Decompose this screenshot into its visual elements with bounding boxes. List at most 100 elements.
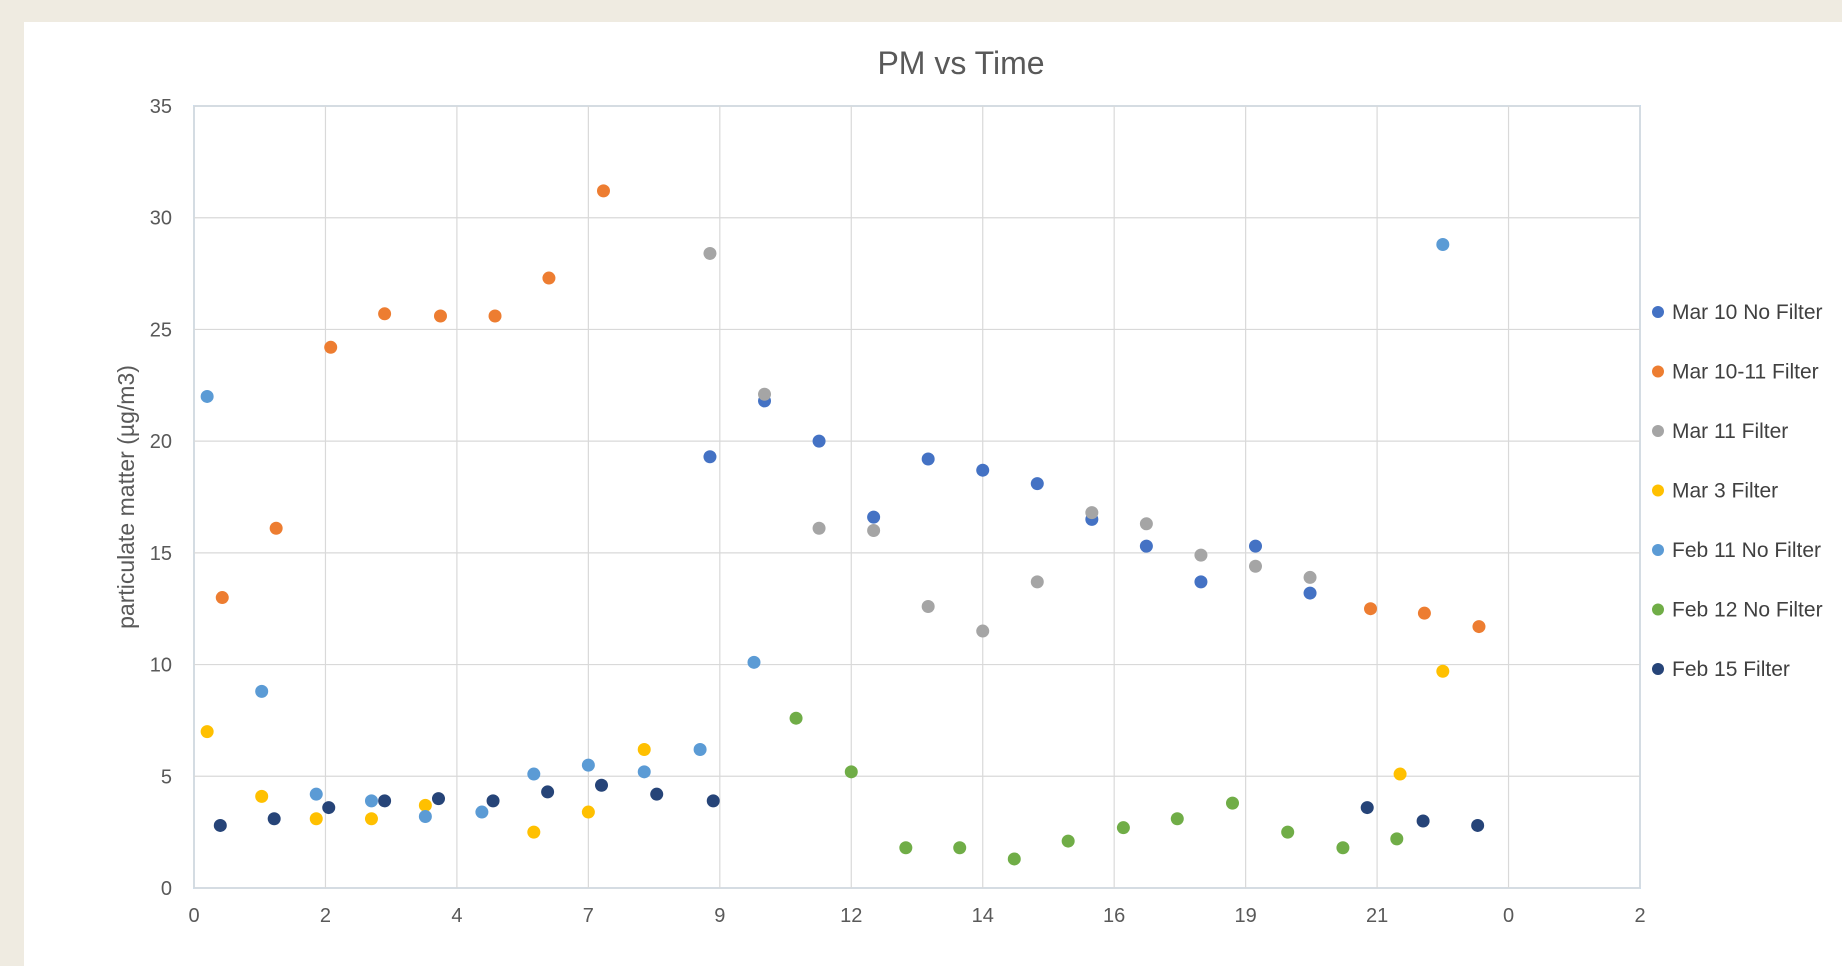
data-point (364, 812, 378, 826)
data-point (1436, 664, 1450, 678)
data-point (921, 599, 935, 613)
legend-marker (1652, 365, 1664, 378)
x-tick-label: 2 (320, 905, 331, 927)
data-point (200, 389, 214, 403)
x-axis-ticks: 0 2 4 7 9 12 14 16 19 21 0 2 (188, 905, 1645, 927)
x-tick-label: 0 (188, 905, 199, 927)
data-point (527, 825, 541, 839)
legend-entry: Mar 10-11 Filter (1672, 361, 1819, 384)
data-point (758, 387, 772, 401)
data-point (1139, 539, 1153, 553)
x-tick-label: 12 (840, 905, 862, 927)
data-point (378, 307, 392, 321)
data-point (703, 246, 717, 260)
data-point (433, 309, 447, 323)
data-point (1170, 812, 1184, 826)
legend-entry: Feb 11 No Filter (1672, 539, 1821, 562)
data-point (1471, 818, 1485, 832)
data-point (812, 521, 826, 535)
data-point (1417, 606, 1431, 620)
y-tick-label: 20 (150, 431, 172, 453)
data-point (1225, 796, 1239, 810)
data-point (595, 778, 609, 792)
data-point (378, 794, 392, 808)
legend-marker (1652, 484, 1664, 497)
y-axis-ticks: 0 5 10 15 20 25 30 35 (150, 96, 172, 900)
data-point (581, 805, 595, 819)
data-point (309, 812, 323, 826)
data-point (542, 271, 556, 285)
data-point (486, 794, 500, 808)
data-point (255, 789, 269, 803)
data-point (418, 810, 432, 824)
data-point (581, 758, 595, 772)
data-point (418, 798, 432, 812)
data-point (921, 452, 935, 466)
data-point (541, 785, 555, 799)
data-point (309, 787, 323, 801)
data-point (1007, 852, 1021, 866)
y-tick-label: 15 (150, 543, 172, 565)
data-point (867, 524, 881, 538)
data-point (637, 742, 651, 756)
y-axis-label: particulate matter (µg/m3) (113, 365, 139, 629)
data-point (1436, 238, 1450, 252)
chart-card: 0 2 4 7 9 12 14 16 19 21 0 2 0 5 10 15 20 25 30 35 Mar 10 … (24, 22, 1842, 966)
data-point (527, 767, 541, 781)
data-point (1085, 506, 1099, 520)
data-point (475, 805, 489, 819)
data-point (322, 801, 336, 815)
data-point (899, 841, 913, 855)
legend-marker (1652, 603, 1664, 616)
x-tick-label: 2 (1634, 905, 1645, 927)
data-point (1390, 832, 1404, 846)
data-points (200, 184, 1486, 866)
data-point (1472, 620, 1486, 634)
data-point (432, 792, 446, 806)
data-point (1336, 841, 1350, 855)
data-point (976, 624, 990, 638)
y-tick-label: 35 (150, 96, 172, 118)
x-tick-label: 21 (1366, 905, 1388, 927)
plot-area (193, 105, 1641, 889)
y-tick-label: 25 (150, 319, 172, 341)
data-point (867, 510, 881, 524)
data-point (1116, 821, 1130, 835)
legend-entry: Mar 11 Filter (1672, 420, 1788, 443)
y-tick-label: 5 (161, 766, 172, 788)
data-point (1030, 575, 1044, 589)
pm-vs-time-chart: 0 2 4 7 9 12 14 16 19 21 0 2 0 5 10 15 20 25 30 35 Mar 10 … (113, 45, 1823, 927)
legend-marker (1652, 544, 1664, 556)
data-point (1364, 602, 1378, 616)
x-tick-label: 4 (451, 905, 462, 927)
legend-entry: Feb 15 Filter (1672, 658, 1790, 681)
data-point (269, 521, 283, 535)
legend-entry: Mar 10 No Filter (1672, 301, 1823, 324)
data-point (488, 309, 502, 323)
legend-marker (1652, 306, 1664, 318)
y-tick-label: 0 (161, 878, 172, 900)
legend-marker (1652, 663, 1664, 675)
data-point (693, 742, 707, 756)
data-point (1281, 825, 1295, 839)
gridlines (193, 105, 1641, 889)
data-point (1248, 539, 1262, 553)
data-point (789, 711, 803, 725)
data-point (812, 434, 826, 448)
legend-entry: Mar 3 Filter (1672, 480, 1778, 503)
data-point (637, 765, 651, 779)
data-point (364, 794, 378, 808)
data-point (267, 812, 281, 826)
x-tick-label: 16 (1103, 905, 1125, 927)
x-tick-label: 0 (1503, 905, 1514, 927)
data-point (324, 340, 338, 354)
data-point (747, 655, 761, 669)
data-point (213, 818, 227, 832)
y-tick-label: 10 (150, 655, 172, 677)
data-point (200, 725, 214, 739)
data-point (976, 463, 990, 477)
x-tick-label: 7 (583, 905, 594, 927)
data-point (1139, 517, 1153, 531)
data-point (1248, 559, 1262, 573)
data-point (650, 787, 664, 801)
